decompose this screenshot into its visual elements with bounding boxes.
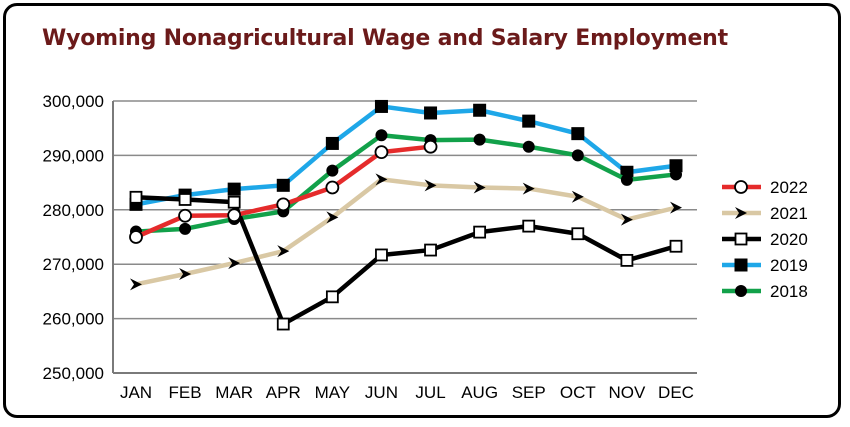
legend-entry-2018: 2018	[722, 282, 808, 301]
data-point	[227, 195, 241, 209]
data-point	[669, 159, 683, 173]
series-lines	[129, 99, 683, 331]
legend-label: 2019	[770, 256, 808, 275]
legend-marker	[735, 207, 747, 219]
y-tick-label: 280,000	[43, 201, 104, 220]
data-point	[473, 181, 486, 194]
axes	[112, 101, 697, 374]
data-point	[325, 290, 339, 304]
series-line-2021	[133, 177, 679, 287]
series-2019	[129, 99, 683, 211]
legend-marker	[734, 258, 748, 272]
data-point	[571, 149, 584, 162]
data-point	[178, 208, 192, 223]
data-point	[227, 182, 241, 196]
legend: 2022 2021 2020 2019 2018	[722, 178, 808, 301]
data-point	[179, 222, 192, 235]
x-tick-label: JUL	[415, 383, 445, 402]
legend-entry-2022: 2022	[722, 178, 808, 197]
data-point	[473, 225, 487, 239]
data-point	[129, 230, 143, 244]
data-point	[228, 257, 241, 270]
data-point	[374, 99, 388, 113]
legend-label: 2020	[770, 230, 808, 249]
series-2022	[129, 139, 438, 244]
data-point	[374, 145, 389, 160]
data-point	[473, 103, 487, 117]
x-tick-label: MAR	[215, 383, 253, 402]
data-point	[424, 243, 437, 257]
gridlines	[113, 100, 697, 320]
legend-marker	[734, 180, 748, 194]
x-tick-label: FEB	[169, 383, 202, 402]
legend-marker	[735, 285, 747, 297]
data-point	[620, 253, 634, 267]
data-point	[522, 182, 535, 195]
data-point	[276, 317, 290, 331]
data-point	[670, 168, 682, 181]
x-tick-label: MAY	[315, 383, 351, 402]
series-line-2019	[133, 104, 679, 207]
data-point	[129, 190, 143, 204]
data-point	[620, 173, 633, 186]
data-point	[423, 139, 438, 154]
data-point	[375, 248, 388, 262]
data-point	[277, 245, 290, 258]
data-point	[571, 127, 585, 141]
data-point	[424, 179, 437, 192]
y-tick-label: 270,000	[43, 255, 104, 274]
x-tick-label: AUG	[461, 383, 498, 402]
data-point	[620, 213, 633, 226]
legend-label: 2018	[770, 282, 808, 301]
data-point	[522, 219, 536, 233]
data-point	[375, 173, 388, 186]
data-point	[178, 193, 192, 206]
y-tick-label: 290,000	[43, 146, 104, 165]
data-point	[571, 190, 584, 203]
data-point	[522, 140, 535, 153]
data-point	[179, 267, 192, 280]
legend-label: 2021	[770, 204, 808, 223]
x-tick-label: APR	[266, 383, 301, 402]
legend-entry-2020: 2020	[722, 230, 808, 249]
x-tick-label: OCT	[560, 383, 596, 402]
series-2020	[129, 190, 683, 331]
data-point	[326, 211, 339, 224]
y-tick-label: 300,000	[43, 92, 104, 111]
legend-entry-2019: 2019	[722, 256, 808, 275]
y-axis-tick-labels: 250,000 260,000 270,000 280,000 290,000 300,0…	[43, 92, 104, 383]
data-point	[325, 136, 339, 150]
data-point	[473, 133, 486, 146]
series-line-2020	[133, 195, 679, 327]
data-point	[326, 164, 339, 177]
x-tick-label: JAN	[120, 383, 152, 402]
data-point	[276, 197, 291, 212]
x-tick-label: DEC	[658, 383, 694, 402]
y-tick-label: 250,000	[43, 364, 104, 383]
x-axis-tick-labels: JAN FEB MAR APR MAY JUN JUL AUG SEP OCT NOV DEC	[120, 383, 694, 402]
data-point	[375, 129, 388, 142]
chart-title: Wyoming Nonagricultural Wage and Salary …	[42, 26, 728, 51]
data-point	[276, 178, 290, 192]
data-point	[130, 278, 142, 291]
legend-label: 2022	[770, 178, 808, 197]
x-tick-label: SEP	[512, 383, 546, 402]
data-point	[227, 208, 242, 223]
data-point	[670, 201, 682, 214]
data-point	[522, 114, 536, 128]
data-point	[669, 239, 683, 253]
y-tick-label: 260,000	[43, 310, 104, 329]
series-line-2018	[133, 133, 679, 234]
legend-marker	[734, 232, 748, 246]
x-tick-label: JUN	[365, 383, 398, 402]
x-tick-label: NOV	[608, 383, 646, 402]
data-point	[325, 180, 340, 195]
legend-entry-2021: 2021	[722, 204, 808, 223]
data-point	[571, 227, 585, 241]
series-2021	[130, 173, 682, 291]
data-point	[424, 106, 438, 120]
